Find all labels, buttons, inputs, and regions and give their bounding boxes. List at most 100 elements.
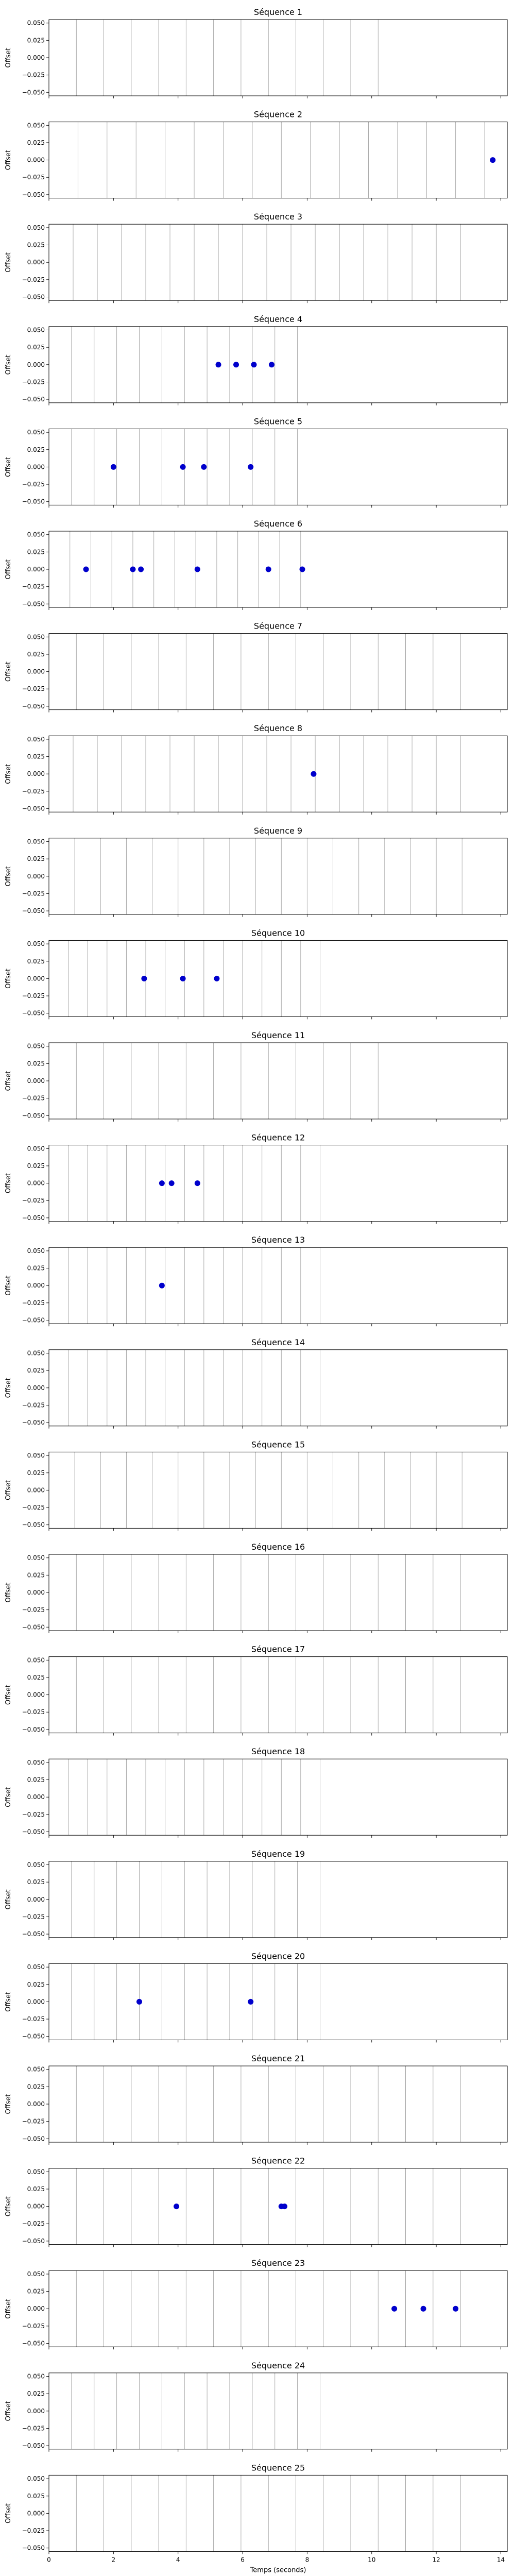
- data-point: [248, 1998, 254, 2005]
- y-tick-label: 0.050: [27, 2270, 45, 2278]
- x-tick-label: 6: [241, 2556, 245, 2563]
- data-point: [201, 464, 207, 470]
- y-tick-label: 0.025: [27, 1878, 45, 1886]
- y-tick-label: −0.050: [22, 1623, 45, 1631]
- panel-title: Séquence 23: [251, 2258, 305, 2268]
- y-axis-label: Offset: [5, 1173, 12, 1193]
- plot-frame: [48, 19, 508, 96]
- y-axis-label: Offset: [5, 662, 12, 682]
- data-point: [214, 975, 220, 981]
- y-tick-label: 0.050: [27, 531, 45, 538]
- data-point: [180, 975, 186, 981]
- y-tick-label: −0.025: [22, 685, 45, 692]
- y-tick-label: 0.000: [27, 873, 45, 880]
- y-tick-label: 0.025: [27, 548, 45, 555]
- y-tick-label: −0.025: [22, 1197, 45, 1204]
- data-point: [110, 464, 116, 470]
- y-tick-label: 0.000: [27, 1896, 45, 1903]
- y-tick-label: 0.025: [27, 2493, 45, 2500]
- y-axis-label: Offset: [5, 457, 12, 477]
- y-axis-label: Offset: [5, 1992, 12, 2012]
- data-point: [159, 1180, 165, 1187]
- panel-title: Séquence 3: [254, 212, 302, 222]
- y-tick-label: −0.050: [22, 2135, 45, 2142]
- y-tick-label: 0.025: [27, 242, 45, 249]
- y-tick-label: 0.000: [27, 668, 45, 675]
- x-tick-label: 0: [47, 2556, 51, 2563]
- y-axis-label: Offset: [5, 1582, 12, 1602]
- panel-title: Séquence 10: [251, 928, 305, 938]
- y-tick-label: 0.050: [27, 224, 45, 231]
- y-tick-label: −0.050: [22, 293, 45, 300]
- y-tick-label: 0.025: [27, 1367, 45, 1374]
- plot-frame: [48, 2168, 508, 2245]
- y-tick-label: 0.025: [27, 1776, 45, 1784]
- panel-title: Séquence 2: [254, 110, 302, 120]
- y-tick-label: 0.050: [27, 1861, 45, 1869]
- y-tick-label: −0.050: [22, 2442, 45, 2449]
- plot-frame: [48, 1349, 508, 1427]
- y-tick-label: −0.050: [22, 1214, 45, 1222]
- panel-5: Séquence 5 0.050 0.025 0.000 −0.025 −0.050 Off…: [5, 416, 508, 508]
- plot-frame: [48, 1145, 508, 1222]
- y-tick-label: 0.025: [27, 1469, 45, 1477]
- y-tick-label: −0.025: [22, 890, 45, 897]
- y-axis-label: Offset: [5, 2196, 12, 2216]
- panel-17: Séquence 17 0.050 0.025 0.000 −0.025 −0.050 Of…: [5, 1645, 508, 1736]
- y-tick-label: −0.050: [22, 89, 45, 96]
- y-tick-label: 0.025: [27, 2185, 45, 2193]
- y-tick-label: −0.025: [22, 2220, 45, 2227]
- y-axis-label: Offset: [5, 1378, 12, 1398]
- y-tick-label: 0.000: [27, 1998, 45, 2005]
- y-tick-label: −0.025: [22, 583, 45, 590]
- y-tick-label: 0.050: [27, 20, 45, 27]
- y-tick-label: 0.000: [27, 54, 45, 61]
- panel-title: Séquence 12: [251, 1133, 305, 1143]
- y-tick-label: −0.025: [22, 1401, 45, 1409]
- y-axis-label: Offset: [5, 1480, 12, 1500]
- y-axis-label: Offset: [5, 354, 12, 375]
- y-tick-label: 0.000: [27, 1384, 45, 1392]
- panel-title: Séquence 9: [254, 826, 302, 836]
- y-tick-label: 0.025: [27, 1674, 45, 1681]
- data-point: [194, 1180, 200, 1187]
- data-point: [194, 566, 200, 572]
- data-point: [490, 157, 496, 163]
- panel-title: Séquence 14: [251, 1337, 305, 1347]
- panel-21: Séquence 21 0.050 0.025 0.000 −0.025 −0.050 Of…: [5, 2054, 508, 2145]
- y-tick-label: −0.025: [22, 1606, 45, 1614]
- y-tick-label: 0.025: [27, 753, 45, 760]
- data-point: [453, 2306, 459, 2312]
- y-tick-label: −0.050: [22, 2033, 45, 2040]
- y-tick-label: −0.050: [22, 1930, 45, 1938]
- panel-title: Séquence 7: [254, 621, 302, 631]
- y-tick-label: −0.025: [22, 992, 45, 999]
- panel-2: Séquence 2 0.050 0.025 0.000 −0.025 −0.050 Off…: [5, 110, 508, 201]
- data-point: [174, 2204, 180, 2210]
- y-tick-label: 0.025: [27, 651, 45, 658]
- y-tick-label: 0.050: [27, 2373, 45, 2380]
- data-point: [83, 566, 89, 572]
- y-tick-label: 0.000: [27, 2305, 45, 2312]
- panel-title: Séquence 25: [251, 2463, 305, 2472]
- y-tick-label: 0.000: [27, 2510, 45, 2517]
- panel-title: Séquence 4: [254, 314, 302, 324]
- x-tick-label: 14: [497, 2556, 505, 2563]
- plot-frame: [48, 122, 508, 199]
- panel-title: Séquence 11: [251, 1030, 305, 1040]
- y-tick-label: −0.050: [22, 1419, 45, 1426]
- y-tick-label: 0.050: [27, 1350, 45, 1357]
- panel-14: Séquence 14 0.050 0.025 0.000 −0.025 −0.050 Of…: [5, 1337, 508, 1429]
- panel-title: Séquence 24: [251, 2361, 305, 2370]
- y-tick-label: 0.050: [27, 1247, 45, 1255]
- y-tick-label: 0.000: [27, 1691, 45, 1699]
- y-axis-label: Offset: [5, 47, 12, 67]
- y-axis-label: Offset: [5, 969, 12, 989]
- panel-title: Séquence 15: [251, 1439, 305, 1449]
- y-axis-label: Offset: [5, 1889, 12, 1909]
- y-tick-label: 0.050: [27, 327, 45, 334]
- panel-23: Séquence 23 0.050 0.025 0.000 −0.025 −0.050 Of…: [5, 2258, 508, 2350]
- x-axis-label: Temps (seconds): [250, 2566, 306, 2574]
- plot-frame: [48, 2065, 508, 2143]
